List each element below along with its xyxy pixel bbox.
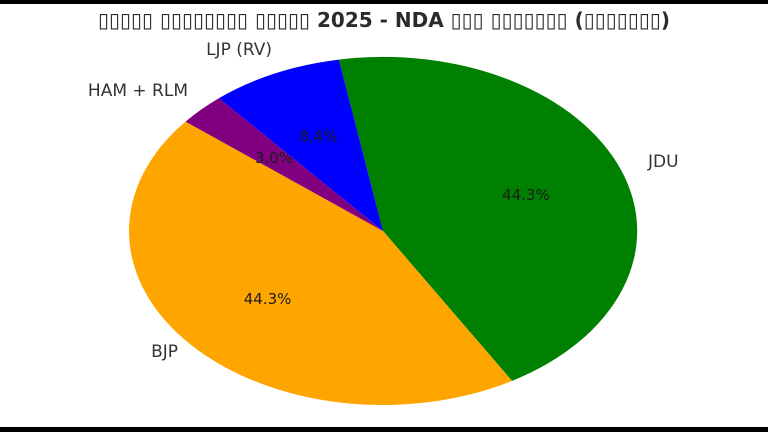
slice-label-ham-rlm: HAM + RLM xyxy=(88,81,188,101)
letterbox-bar-top xyxy=(0,0,768,4)
slice-label-bjp: BJP xyxy=(151,342,178,362)
pct-label-ham-rlm: 3.0% xyxy=(255,149,293,167)
pct-label-jdu: 44.3% xyxy=(502,186,550,204)
pie-slice-bjp xyxy=(129,121,513,406)
pie-slice-jdu xyxy=(338,56,638,381)
pie-slice-ham-rlm xyxy=(185,98,383,231)
pie-slice-ljp-rv xyxy=(218,59,383,231)
chart-title: ▯▯▯▯▯ ▯▯▯▯▯▯▯▯ ▯▯▯▯▯ 2025 - NDA ▯▯▯ ▯▯▯▯… xyxy=(98,8,670,32)
slice-label-jdu: JDU xyxy=(647,152,679,172)
pct-label-bjp: 44.3% xyxy=(244,290,292,308)
pct-label-ljp-rv: 8.4% xyxy=(299,128,337,146)
letterbox-bar-bottom xyxy=(0,427,768,432)
slice-label-ljp-rv: LJP (RV) xyxy=(206,40,272,60)
